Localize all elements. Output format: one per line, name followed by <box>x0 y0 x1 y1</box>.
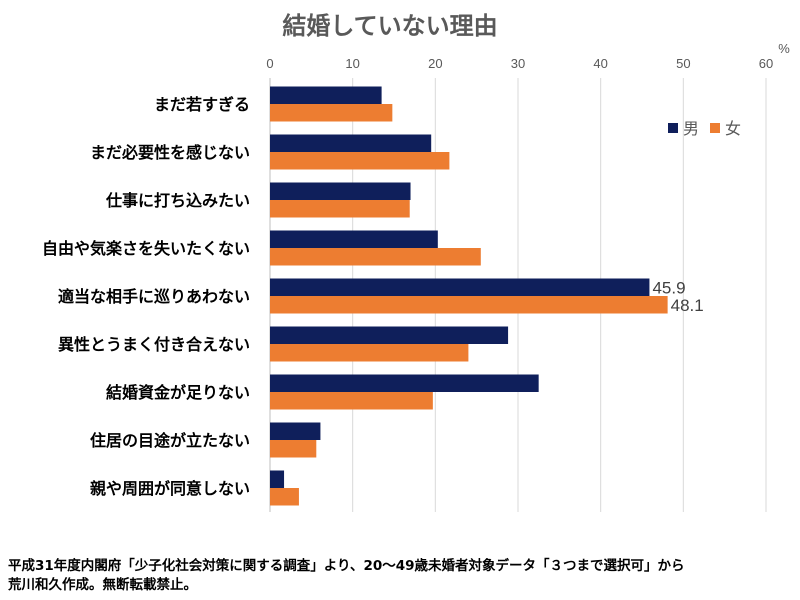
x-tick-label: 20 <box>428 56 442 71</box>
category-label: 適当な相手に巡りあわない <box>58 287 250 306</box>
category-label: まだ若すぎる <box>154 95 250 114</box>
x-tick-label: 60 <box>759 56 773 71</box>
x-tick-label: 30 <box>511 56 525 71</box>
legend-swatch-male <box>668 123 678 133</box>
bar-female <box>270 296 668 314</box>
category-label: 結婚資金が足りない <box>106 383 250 402</box>
bar-male <box>270 86 382 104</box>
x-tick-label: 40 <box>593 56 607 71</box>
bar-male <box>270 326 509 344</box>
source-note-line-2: 荒川和久作成。無断転載禁止。 <box>8 577 197 593</box>
legend-swatch-female <box>710 123 720 133</box>
x-tick-label: 0 <box>266 56 273 71</box>
bar-male <box>270 470 285 488</box>
bar-female <box>270 104 393 122</box>
bars: 45.948.1 <box>270 86 704 506</box>
category-labels: まだ若すぎるまだ必要性を感じない仕事に打ち込みたい自由や気楽さを失いたくない適当… <box>42 95 250 498</box>
source-note: 平成31年度内閣府「少子化社会対策に関する調査」より、20〜49歳未婚者対象デー… <box>8 557 793 595</box>
bar-male <box>270 182 411 200</box>
bar-chart: 0 10 20 30 40 50 60 % 45.948.1 まだ若すぎるまだ必要性を感じな… <box>42 41 790 512</box>
bar-male <box>270 230 438 248</box>
data-label: 45.9 <box>652 278 685 297</box>
bar-female <box>270 344 469 362</box>
bar-female <box>270 392 433 410</box>
bar-male <box>270 278 650 296</box>
category-label: 住居の目途が立たない <box>90 431 250 450</box>
bar-female <box>270 248 481 266</box>
legend: 男女 <box>668 119 741 138</box>
bar-female <box>270 488 299 506</box>
x-tick-label: 50 <box>676 56 690 71</box>
category-label: 仕事に打ち込みたい <box>105 191 250 210</box>
bar-male <box>270 374 539 392</box>
bar-female <box>270 200 410 218</box>
bar-male <box>270 134 432 152</box>
category-label: まだ必要性を感じない <box>90 143 250 162</box>
bar-female <box>270 152 450 170</box>
unit-label: % <box>778 41 790 56</box>
source-note-line-1: 平成31年度内閣府「少子化社会対策に関する調査」より、20〜49歳未婚者対象デー… <box>8 558 685 574</box>
category-label: 異性とうまく付き合えない <box>58 335 250 354</box>
chart-title: 結婚していない理由 <box>282 12 498 40</box>
x-axis-ticks: 0 10 20 30 40 50 60 <box>266 56 773 71</box>
bar-female <box>270 440 317 458</box>
legend-label-male: 男 <box>683 121 699 138</box>
legend-label-female: 女 <box>725 119 741 138</box>
data-label: 48.1 <box>671 296 704 315</box>
category-label: 自由や気楽さを失いたくない <box>42 239 250 258</box>
category-label: 親や周囲が同意しない <box>90 479 250 498</box>
x-tick-label: 10 <box>345 56 359 71</box>
bar-male <box>270 422 321 440</box>
